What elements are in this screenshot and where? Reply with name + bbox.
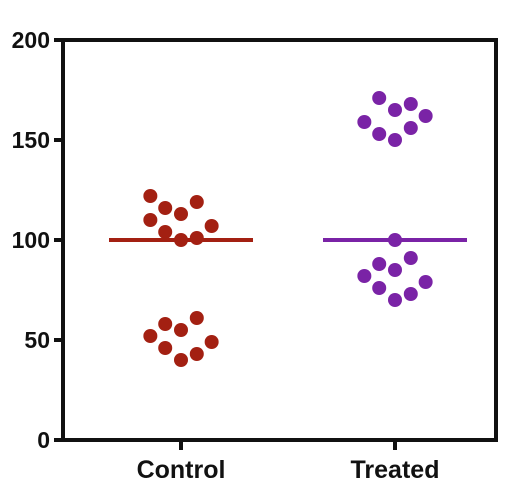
data-point [174,323,188,337]
data-point [404,121,418,135]
y-tick-label: 150 [12,127,50,153]
data-point [419,109,433,123]
data-point [372,127,386,141]
series-treated [323,91,467,307]
data-point [158,225,172,239]
data-point [190,195,204,209]
data-point [404,251,418,265]
data-marks [109,91,467,367]
data-point [205,219,219,233]
data-point [388,293,402,307]
x-category-label: Control [137,456,226,484]
data-point [190,347,204,361]
data-point [158,317,172,331]
data-point [388,133,402,147]
data-point [372,281,386,295]
data-point [143,329,157,343]
data-point [158,201,172,215]
data-point [357,115,371,129]
data-point [388,103,402,117]
data-point [388,263,402,277]
data-point [143,189,157,203]
x-axis: Control Treated [137,440,440,484]
data-point [174,353,188,367]
y-tick-label: 200 [12,27,50,53]
data-point [190,231,204,245]
data-point [357,269,371,283]
data-point [174,207,188,221]
data-point [143,213,157,227]
y-axis: 0 50 100 150 200 [12,27,63,453]
data-point [205,335,219,349]
x-category-label: Treated [351,456,440,484]
y-tick-label: 50 [24,327,50,353]
data-point [372,91,386,105]
y-tick-label: 0 [37,427,50,453]
data-point [174,233,188,247]
data-point [388,233,402,247]
y-tick-label: 100 [12,227,50,253]
data-point [419,275,433,289]
data-point [404,97,418,111]
data-point [372,257,386,271]
data-point [158,341,172,355]
data-point [190,311,204,325]
series-control [109,189,253,367]
data-point [404,287,418,301]
